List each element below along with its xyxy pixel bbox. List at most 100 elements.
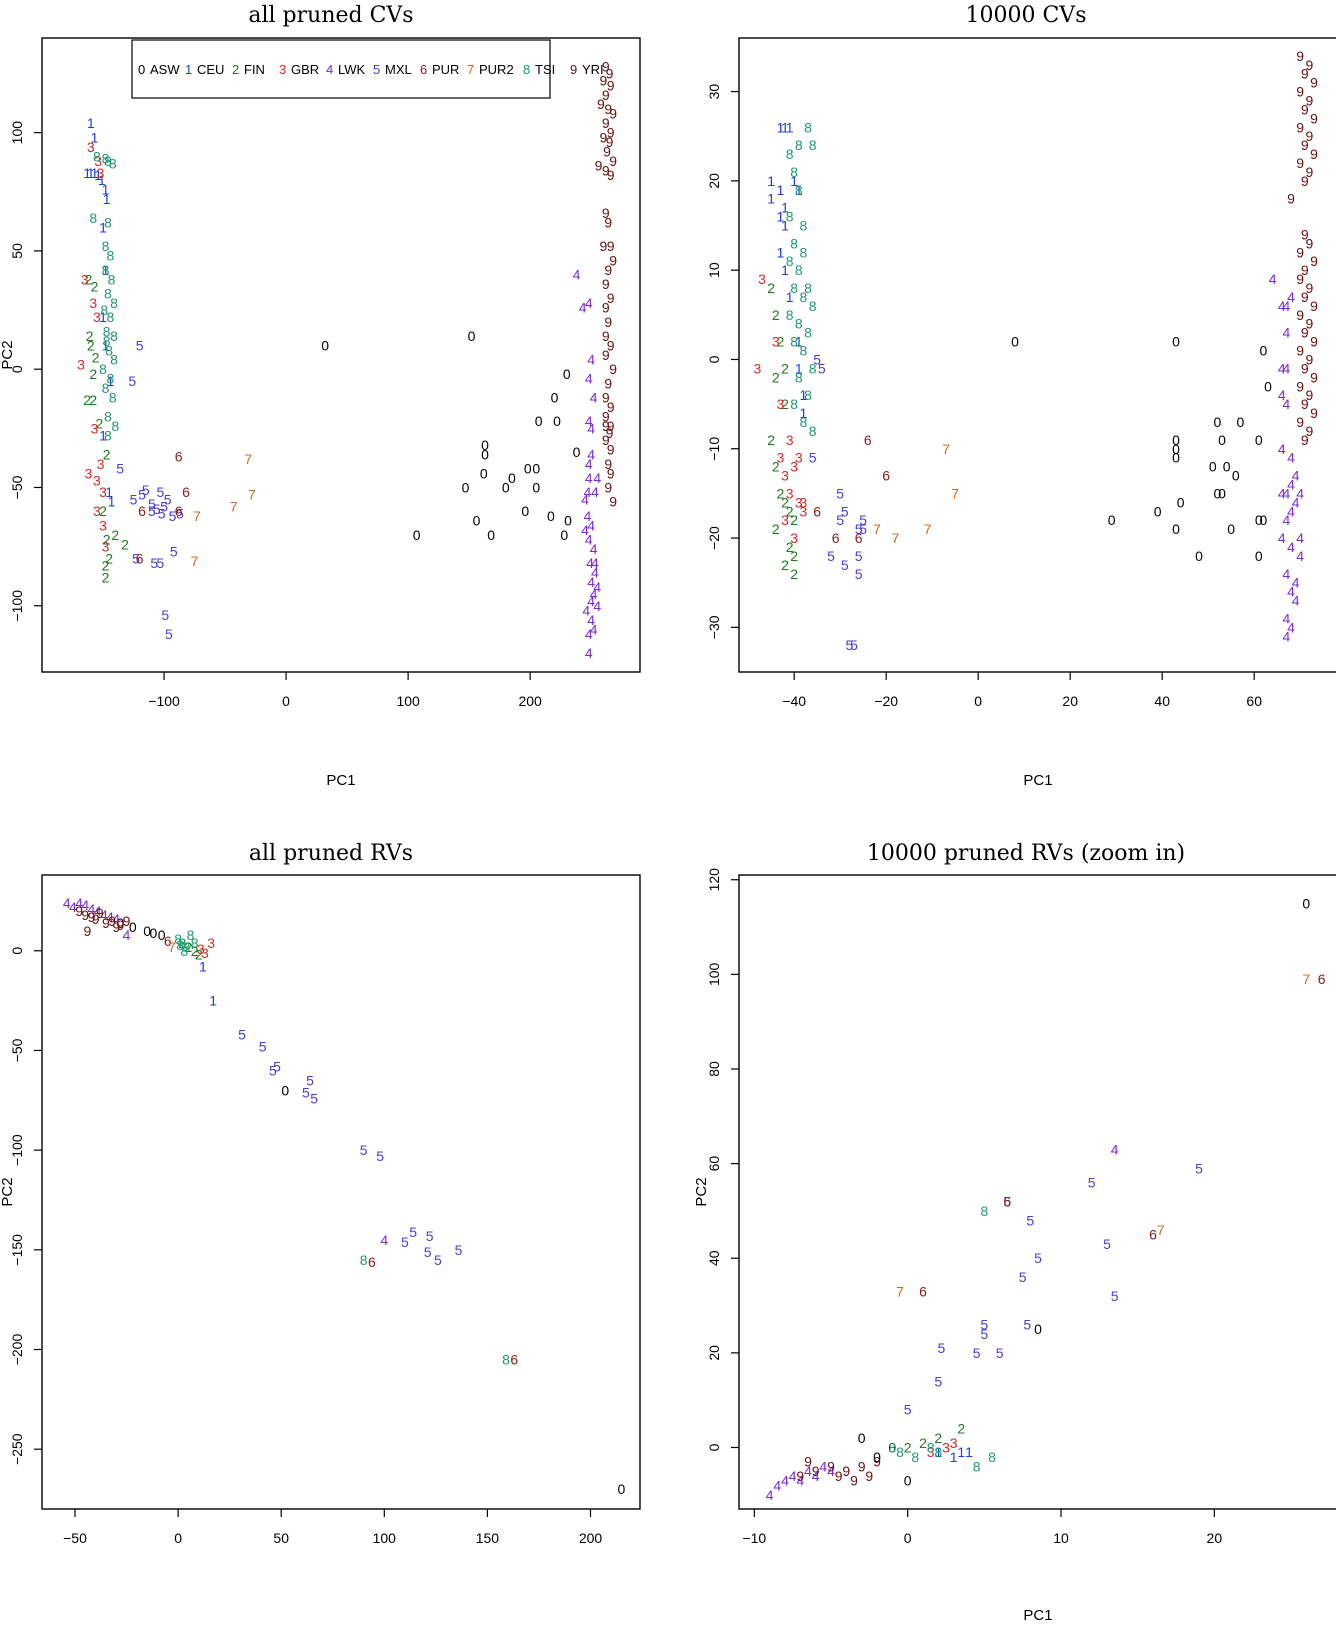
point-pur: 6 [864,432,872,448]
point-lwk: 4 [1278,530,1286,546]
point-lwk: 4 [591,484,599,500]
y-tick-label: 0 [9,947,25,955]
point-yri: 9 [595,158,603,174]
point-lwk: 4 [1278,441,1286,457]
point-yri: 9 [607,125,615,141]
point-lwk: 4 [585,470,593,486]
point-tsi: 8 [110,295,118,311]
point-fin: 2 [178,935,186,951]
point-mxl: 5 [148,496,156,512]
point-lwk: 4 [81,897,89,913]
point-yri: 9 [1287,191,1295,207]
legend-label: ASW [150,62,180,77]
point-mxl: 5 [809,450,817,466]
point-ceu: 1 [99,427,107,443]
point-pur: 6 [164,933,172,949]
point-fin: 2 [781,360,789,376]
point-lwk: 4 [573,267,581,283]
point-gbr: 3 [197,941,205,957]
point-mxl: 5 [841,557,849,573]
point-gbr: 3 [87,139,95,155]
point-lwk: 4 [112,911,120,927]
point-asw: 0 [904,1473,912,1489]
point-lwk: 4 [1296,485,1304,501]
point-pur: 6 [882,468,890,484]
point-yri: 9 [599,238,607,254]
legend-label: TSI [535,62,555,77]
point-yri: 9 [607,399,615,415]
point-mxl: 5 [259,1038,267,1054]
point-yri: 9 [609,106,617,122]
point-asw: 0 [1302,895,1310,911]
point-yri: 9 [1310,253,1318,269]
point-gbr: 3 [93,503,101,519]
point-lwk: 4 [812,1468,820,1484]
point-ceu: 1 [800,387,808,403]
point-lwk: 4 [590,541,598,557]
point-ceu: 1 [795,360,803,376]
point-gbr: 3 [942,1439,950,1455]
point-gbr: 3 [795,450,803,466]
point-ceu: 1 [790,173,798,189]
point-lwk: 4 [585,626,593,642]
point-yri: 9 [1301,137,1309,153]
point-mxl: 5 [176,506,184,522]
panel-title: 10000 pruned RVs (zoom in) [867,841,1185,866]
point-fin: 2 [934,1430,942,1446]
y-tick-label: 0 [706,355,722,363]
point-tsi: 8 [111,418,119,434]
point-asw: 0 [1209,459,1217,475]
point-lwk: 4 [1287,289,1295,305]
point-pur: 6 [813,503,821,519]
x-tick-label: 50 [273,1530,289,1546]
point-asw: 0 [1264,378,1272,394]
point-ceu: 1 [105,484,113,500]
point-lwk: 4 [587,593,595,609]
point-tsi: 8 [182,939,190,955]
point-yri: 9 [75,903,83,919]
point-ceu: 1 [102,338,110,354]
point-lwk: 4 [1278,298,1286,314]
point-yri: 9 [1301,66,1309,82]
point-tsi: 8 [927,1439,935,1455]
point-asw: 0 [532,461,540,477]
point-yri: 9 [602,432,610,448]
point-gbr: 3 [99,517,107,533]
x-tick-label: 20 [1062,693,1078,709]
point-ceu: 1 [957,1444,965,1460]
point-yri: 9 [1306,387,1314,403]
point-yri: 9 [602,58,610,74]
point-lwk: 4 [1283,485,1291,501]
point-tsi: 8 [89,210,97,226]
point-tsi: 8 [795,262,803,278]
point-asw: 0 [1214,414,1222,430]
point-lwk: 4 [587,420,595,436]
point-ceu: 1 [767,173,775,189]
point-mxl: 5 [996,1345,1004,1361]
point-yri: 9 [835,1468,843,1484]
point-pur2: 7 [896,1283,904,1299]
point-tsi: 8 [176,937,184,953]
point-lwk: 4 [593,470,601,486]
point-yri: 9 [1310,298,1318,314]
point-fin: 2 [89,392,97,408]
point-gbr: 3 [99,484,107,500]
point-yri: 9 [108,913,116,929]
point-gbr: 3 [790,530,798,546]
point-tsi: 8 [110,328,118,344]
point-tsi: 8 [896,1444,904,1460]
point-lwk: 4 [94,903,102,919]
point-lwk: 4 [587,574,595,590]
point-ceu: 1 [99,219,107,235]
point-lwk: 4 [1283,610,1291,626]
point-lwk: 4 [579,300,587,316]
point-lwk: 4 [591,555,599,571]
point-tsi: 8 [106,309,114,325]
panel-bottom-right: 10000 pruned RVs (zoom in)−10 0 10 20020406… [693,841,1336,1624]
point-asw: 0 [560,527,568,543]
point-pur: 6 [175,449,183,465]
point-lwk: 4 [590,621,598,637]
y-tick-label: 50 [9,243,25,259]
